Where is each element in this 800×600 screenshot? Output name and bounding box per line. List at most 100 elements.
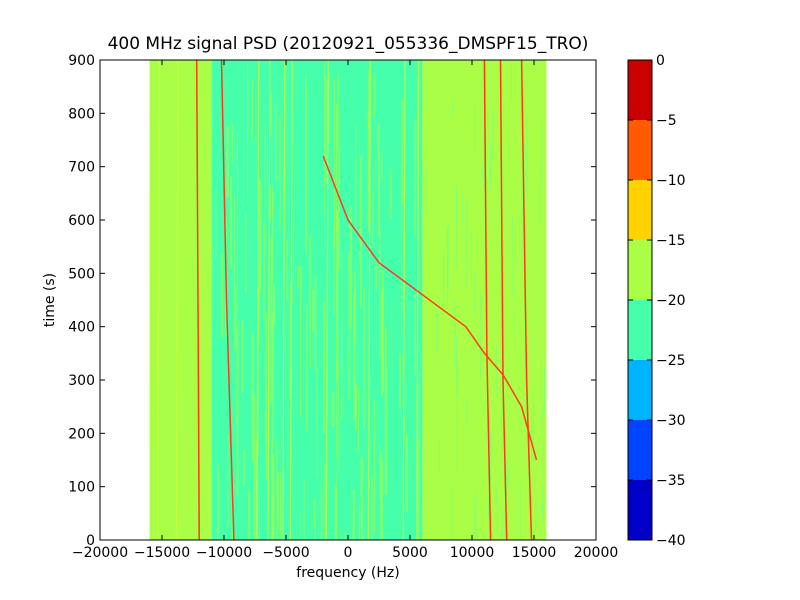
speckle-streak: [348, 251, 351, 401]
colorbar-tick-label: −5: [656, 113, 677, 129]
y-tick-label: 300: [68, 373, 95, 389]
speckle-streak: [226, 125, 229, 198]
y-axis-label: time (s): [42, 273, 58, 327]
speckle-streak: [519, 419, 521, 435]
colorbar-band: [628, 240, 652, 300]
speckle-streak: [316, 365, 318, 477]
speckle-streak: [378, 123, 380, 235]
speckle-streak: [322, 485, 324, 539]
speckle-streak: [354, 272, 356, 344]
speckle-streak: [373, 401, 376, 534]
speckle-streak: [474, 102, 476, 155]
y-tick-label: 100: [68, 480, 95, 496]
speckle-streak: [332, 392, 335, 427]
speckle-streak: [473, 498, 475, 540]
colorbar-tick-label: −15: [656, 233, 686, 249]
speckle-streak: [335, 104, 338, 235]
signal-trace: [499, 59, 508, 541]
speckle-streak: [375, 263, 378, 291]
axes: −20000 −15000 −10000 −5000 0 5000 10000 15000 20…: [68, 53, 618, 561]
faint-line: [416, 59, 420, 541]
speckle-streak: [532, 65, 534, 76]
speckle-streak: [230, 176, 232, 270]
speckle-streak: [475, 489, 477, 540]
x-tick-label: −10000: [196, 545, 252, 561]
speckle-streak: [399, 353, 402, 409]
speckle-streak: [513, 310, 515, 334]
speckle-streak: [354, 383, 357, 431]
speckle-streak: [271, 493, 274, 540]
faint-line: [325, 59, 329, 541]
speckle-streak: [314, 276, 317, 373]
speckle-streak: [324, 62, 325, 218]
speckle-streak: [454, 300, 456, 365]
speckle-streak: [251, 80, 253, 141]
speckle-streak: [541, 119, 543, 183]
colorbar-tick-label: −25: [656, 353, 686, 369]
x-tick-label: 15000: [512, 545, 557, 561]
speckle-streak: [417, 440, 420, 540]
speckle-streak: [257, 286, 259, 455]
colorbar-band: [628, 420, 652, 480]
colorbar-band: [628, 360, 652, 420]
speckle-streak: [354, 257, 356, 280]
speckle-streak: [481, 296, 483, 310]
speckle-streak: [521, 192, 523, 270]
speckle-streak: [483, 125, 485, 190]
speckle-streak: [519, 214, 521, 252]
faint-line: [267, 59, 271, 541]
speckle-streak: [492, 109, 494, 162]
speckle-streak: [381, 292, 384, 377]
speckle-streak: [403, 417, 406, 442]
speckle-streak: [390, 168, 392, 218]
speckle-streak: [506, 457, 508, 508]
speckle-streak: [303, 479, 305, 540]
speckle-streak: [358, 388, 359, 452]
speckle-streak: [400, 162, 403, 337]
speckle-streak: [306, 305, 308, 432]
speckle-streak: [232, 122, 233, 163]
speckle-streak: [258, 266, 260, 320]
speckle-streak: [299, 513, 301, 540]
speckle-streak: [314, 518, 316, 540]
speckle-streak: [526, 115, 528, 199]
colorbar-band: [628, 300, 652, 360]
speckle-streak: [279, 472, 282, 540]
speckle-streak: [532, 388, 534, 459]
signal-trace: [520, 59, 533, 541]
speckle-streak: [446, 227, 448, 310]
x-tick-label: 10000: [450, 545, 495, 561]
speckle-streak: [461, 191, 463, 225]
y-tick-label: 0: [86, 533, 95, 549]
speckle-streak: [488, 503, 490, 519]
speckle-streak: [344, 531, 347, 540]
faint-line: [282, 59, 286, 541]
speckle-streak: [490, 430, 491, 484]
speckle-streak: [484, 535, 486, 540]
x-tick-label: −20000: [72, 545, 128, 561]
speckle-streak: [300, 265, 301, 417]
speckle-streak: [212, 240, 214, 323]
speckle-streak: [270, 236, 273, 404]
x-tick-label: 0: [344, 545, 353, 561]
speckle-streak: [275, 103, 277, 182]
speckle-streak: [456, 183, 458, 269]
speckle-streak: [253, 394, 256, 540]
y-tick-label: 800: [68, 106, 95, 122]
speckle-streak: [436, 312, 437, 354]
speckle-streak: [474, 270, 476, 314]
speckle-streak: [273, 284, 276, 326]
speckle-streak: [363, 288, 365, 428]
speckle-streak: [312, 289, 315, 332]
speckle-streak: [337, 360, 339, 471]
faint-line: [402, 59, 406, 541]
speckle-streak: [379, 443, 381, 502]
speckle-streak: [247, 63, 249, 204]
signal-trace: [220, 59, 235, 541]
speckle-streak: [355, 122, 357, 234]
speckle-streak: [278, 116, 281, 231]
speckle-streak: [349, 206, 352, 328]
speckle-streak: [305, 75, 307, 249]
speckle-streak: [276, 440, 278, 540]
faint-line: [175, 59, 179, 541]
